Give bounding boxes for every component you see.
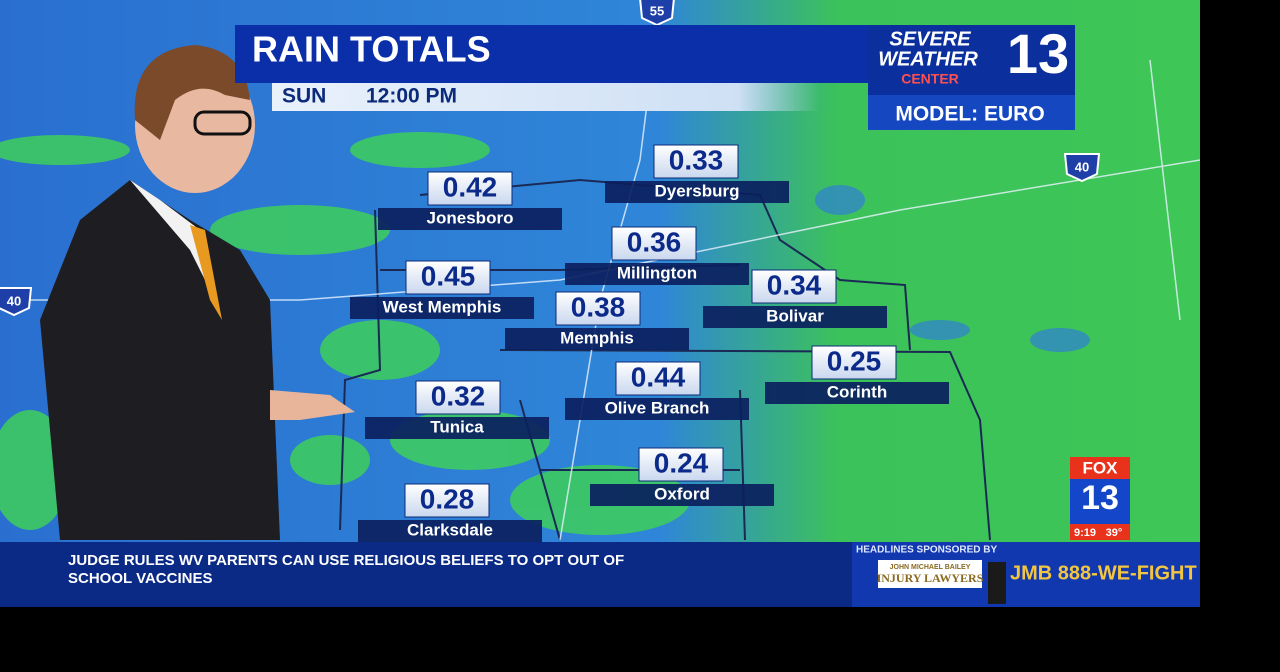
- rain-total: 0.34: [767, 269, 822, 300]
- location-name: Memphis: [560, 328, 634, 347]
- name-bar: [703, 306, 887, 328]
- rain-total: 0.28: [420, 483, 475, 514]
- rain-total: 0.44: [631, 361, 686, 392]
- value-box: [404, 483, 490, 518]
- name-bar: [565, 398, 749, 420]
- location-name: Tunica: [430, 417, 484, 436]
- bug-temperature: 39°: [1106, 527, 1123, 539]
- location-name: West Memphis: [383, 297, 502, 316]
- name-bar: [365, 417, 549, 439]
- time-bar: [272, 83, 820, 111]
- rain-total: 0.36: [627, 226, 682, 257]
- logo-channel: 13: [1007, 22, 1069, 85]
- headline-line2: SCHOOL VACCINES: [68, 570, 212, 587]
- fox-bug-top: [1070, 457, 1130, 479]
- model-bar: [868, 95, 1075, 130]
- name-bar: [765, 382, 949, 404]
- location-name: Bolivar: [766, 306, 824, 325]
- sponsor-phone: JMB 888-WE-FIGHT: [1010, 562, 1197, 584]
- shield-number: 40: [7, 293, 21, 308]
- title-bar: [235, 25, 868, 83]
- name-bar: [378, 208, 562, 230]
- value-box: [638, 447, 724, 482]
- rain-total: 0.42: [443, 171, 498, 202]
- value-box: [611, 226, 697, 261]
- name-bar: [565, 263, 749, 285]
- rain-total: 0.33: [669, 144, 724, 175]
- light-rain: [815, 185, 1090, 352]
- value-box: [811, 345, 897, 380]
- time-day: SUN: [282, 85, 326, 108]
- name-bar: [358, 520, 542, 542]
- rain-total: 0.24: [654, 447, 709, 478]
- location-name: Jonesboro: [427, 208, 514, 227]
- location-name: Clarksdale: [407, 520, 493, 539]
- location-name: Olive Branch: [605, 398, 710, 417]
- sponsor-logo: [878, 560, 982, 588]
- value-box: [405, 260, 491, 295]
- rain-total: 0.25: [827, 345, 882, 376]
- bug-clock: 9:19: [1074, 527, 1096, 539]
- logo-weather: WEATHER: [878, 48, 978, 70]
- shield-number: 55: [650, 3, 664, 18]
- location-name: Corinth: [827, 382, 887, 401]
- location-name: Oxford: [654, 484, 710, 503]
- logo-center: CENTER: [901, 71, 959, 87]
- sponsor-name: INJURY LAWYERS: [877, 571, 984, 585]
- title: RAIN TOTALS: [252, 29, 491, 70]
- sponsor-person: [988, 562, 1006, 604]
- shield: [639, 0, 675, 27]
- interstate-shields: 55 40 40: [0, 0, 1101, 317]
- bug-bottom: [1070, 524, 1130, 540]
- presenter: [40, 45, 355, 540]
- shield: [1063, 153, 1101, 183]
- location-name: Dyersburg: [654, 181, 739, 200]
- rain-total: 0.38: [571, 291, 626, 322]
- headline-line1: JUDGE RULES WV PARENTS CAN USE RELIGIOUS…: [68, 552, 624, 569]
- ticker: [0, 542, 852, 607]
- value-box: [427, 171, 513, 206]
- bug-network: FOX: [1083, 458, 1119, 477]
- location-name: Millington: [617, 263, 697, 282]
- value-box: [653, 144, 739, 179]
- rain-total: 0.32: [431, 380, 486, 411]
- shield: [0, 287, 33, 317]
- name-bar: [350, 297, 534, 319]
- value-box: [615, 361, 701, 396]
- model: MODEL: EURO: [895, 103, 1044, 126]
- sponsor-label: HEADLINES SPONSORED BY: [856, 545, 997, 556]
- name-bar: [605, 181, 789, 203]
- value-box: [555, 291, 641, 326]
- time: 12:00 PM: [366, 85, 457, 108]
- sponsor-name-top: JOHN MICHAEL BAILEY: [890, 564, 971, 571]
- value-box: [751, 269, 837, 304]
- name-bar: [590, 484, 774, 506]
- bug-channel: 13: [1081, 479, 1119, 517]
- value-box: [415, 380, 501, 415]
- name-bar: [505, 328, 689, 350]
- logo-severe: SEVERE: [889, 28, 971, 50]
- shield-number: 40: [1075, 159, 1089, 174]
- locations: Jonesboro 0.42 Dyersburg 0.33 Millington 0.36…: [350, 144, 949, 542]
- rain-total: 0.45: [421, 260, 476, 291]
